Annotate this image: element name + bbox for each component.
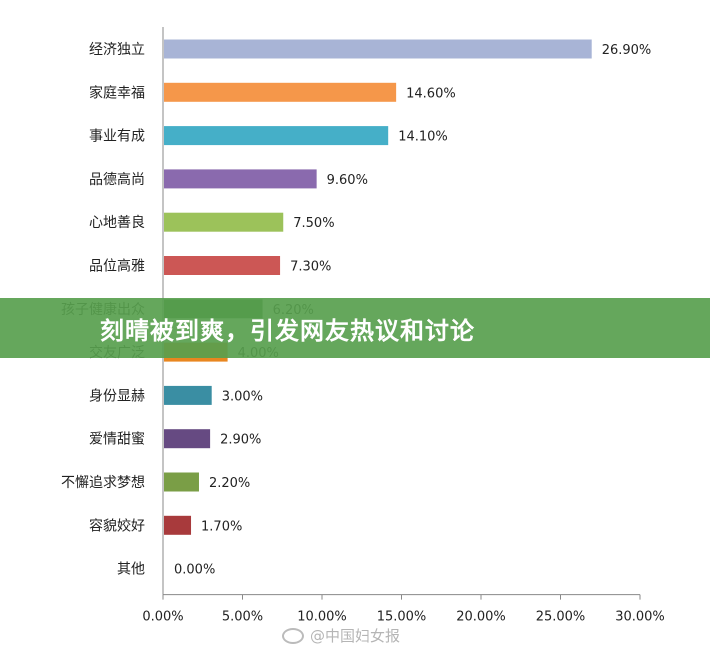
category-label: 其他	[117, 562, 145, 578]
watermark-text: @中国妇女报	[310, 627, 401, 645]
x-tick-label: 30.00%	[615, 610, 665, 625]
data-label: 0.00%	[174, 563, 215, 578]
category-label: 不懈追求梦想	[61, 474, 145, 491]
category-label: 经济独立	[89, 42, 145, 58]
bar	[164, 126, 389, 146]
bar	[164, 385, 212, 405]
category-label: 身份显赫	[89, 388, 145, 404]
weibo-icon	[282, 627, 304, 644]
x-tick-label: 10.00%	[297, 610, 347, 625]
data-label: 14.10%	[398, 130, 448, 145]
watermark: @中国妇女报	[282, 625, 400, 646]
data-label: 26.90%	[602, 43, 652, 58]
category-label: 心地善良	[89, 215, 145, 231]
bar	[164, 169, 317, 189]
x-tick-label: 15.00%	[377, 610, 427, 625]
x-tick-label: 20.00%	[456, 610, 506, 625]
category-label: 品位高雅	[89, 258, 145, 275]
x-tick-group: 0.00% 5.00% 10.00% 15.00% 20.00% 25.00% 30.00%	[142, 594, 665, 625]
x-tick-label: 25.00%	[536, 610, 586, 625]
data-label: 7.30%	[290, 260, 331, 275]
category-label: 家庭幸福	[89, 84, 145, 101]
bar	[164, 256, 281, 275]
data-label: 9.60%	[327, 173, 368, 188]
category-label: 容貌姣好	[89, 517, 145, 534]
headline-text: 刻晴被到爽，引发网友热议和讨论	[100, 316, 475, 345]
headline-banner: 刻晴被到爽，引发网友热议和讨论	[0, 298, 710, 358]
bar	[164, 515, 192, 535]
bar	[164, 39, 592, 59]
data-label: 2.20%	[209, 476, 250, 491]
bar	[164, 472, 199, 492]
data-label: 2.90%	[220, 433, 261, 448]
category-label: 爱情甜蜜	[89, 432, 145, 448]
bar	[164, 429, 211, 449]
category-label: 品德高尚	[89, 171, 145, 188]
data-label: 1.70%	[201, 519, 242, 534]
category-label: 事业有成	[89, 129, 145, 145]
data-label: 7.50%	[293, 216, 334, 231]
data-label: 3.00%	[222, 389, 263, 404]
x-tick-label: 5.00%	[222, 610, 263, 625]
bar	[164, 212, 284, 232]
bar	[164, 82, 397, 102]
x-tick-label: 0.00%	[142, 610, 183, 625]
data-label: 14.60%	[406, 86, 456, 101]
